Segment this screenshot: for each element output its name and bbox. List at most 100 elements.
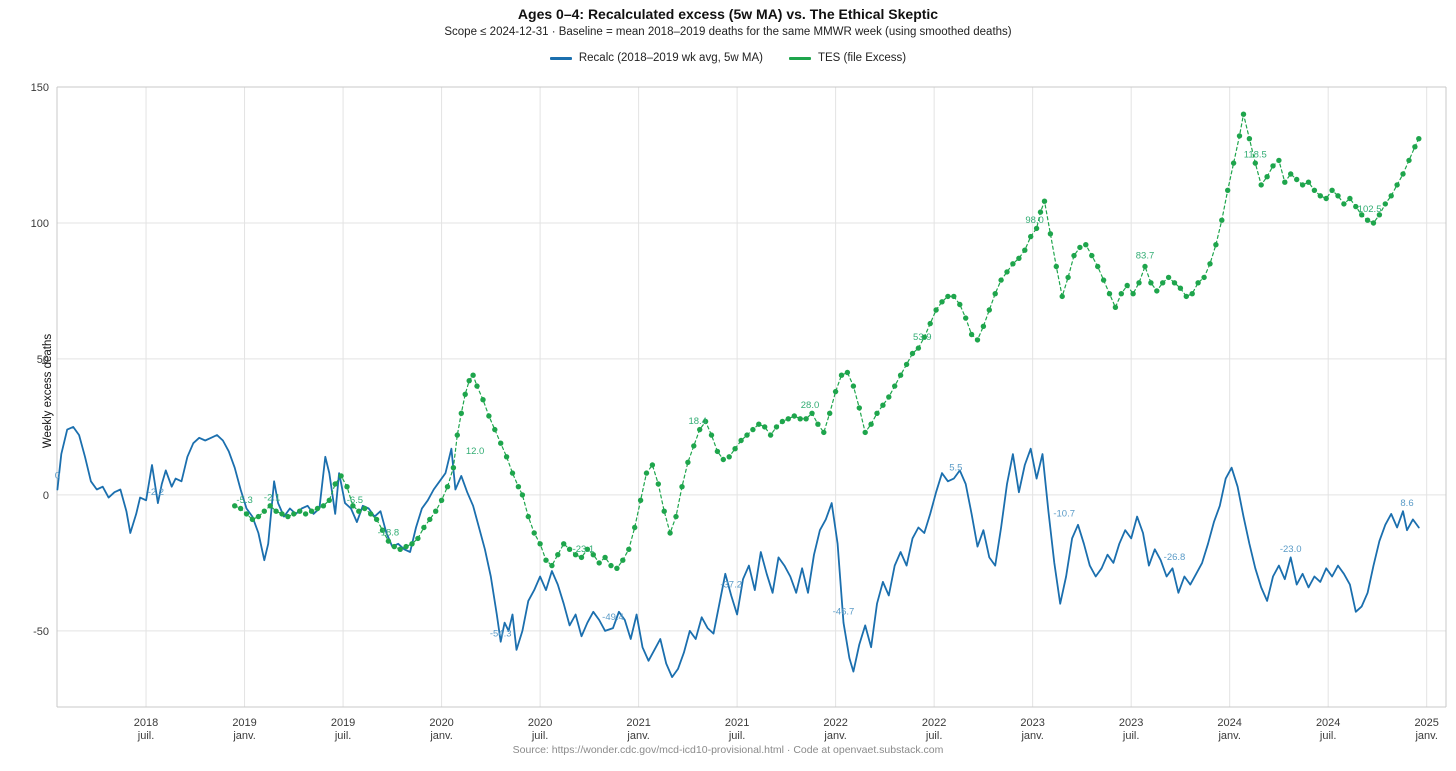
legend-label-recalc: Recalc (2018–2019 wk avg, 5w MA) [578,52,763,64]
tes-point-marker [261,508,267,514]
tes-point-marker [1329,187,1335,193]
tes-point-marker [886,394,892,400]
tes-point-marker [850,383,857,389]
tes-point-marker [1370,220,1377,226]
tes-point-marker [797,416,803,422]
tes-point-marker [1376,212,1383,218]
tes-point-marker [498,440,504,446]
tes-point-marker [732,446,738,452]
tes-point-marker [750,426,756,433]
tes-point-marker [921,334,927,340]
tes-point-marker [661,508,667,514]
tes-point-marker [561,541,567,547]
tes-point-marker [951,293,957,300]
tes-point-marker [480,397,486,403]
tes-point-marker [273,508,279,514]
tes-point-marker [438,497,445,503]
tes-point-marker [649,462,656,468]
recalc-value-label: -26.8 [1164,552,1186,563]
tes-point-marker [458,410,464,416]
y-tick-label: 100 [31,218,49,230]
tes-point-marker [1065,274,1071,281]
tes-point-marker [614,565,620,571]
legend-label-tes: TES (file Excess) [817,52,907,64]
tes-point-marker [679,484,685,490]
recalc-value-label: 8.6 [1400,498,1413,509]
tes-point-marker [385,538,392,544]
tes-point-marker [1028,233,1034,240]
recalc-value-label: 5.5 [949,462,962,473]
tes-point-marker [291,511,297,517]
tes-point-marker [726,454,732,460]
y-tick-label: -50 [33,626,49,638]
tes-point-marker [1347,195,1353,202]
tes-point-marker [279,511,285,517]
tes-point-marker [1171,280,1178,286]
tes-point-marker [409,541,415,547]
tes-point-marker [720,456,726,463]
tes-point-marker [302,511,309,517]
x-tick-month: janv. [1414,730,1437,742]
tes-point-marker [714,448,721,455]
tes-point-marker [927,320,933,327]
tes-point-marker [1037,209,1044,215]
tes-point-marker [297,508,303,514]
tes-point-marker [1100,277,1107,283]
tes-point-marker [454,432,460,438]
tes-point-marker [237,505,244,512]
recalc-value-label: -2.2 [148,487,164,498]
tes-point-marker [1207,261,1213,267]
tes-value-label: -18.8 [378,528,400,539]
tes-point-marker [1382,201,1389,207]
tes-point-marker [1071,252,1077,259]
tes-point-marker [1230,160,1237,166]
tes-point-marker [756,421,762,427]
tes-point-marker [1406,157,1412,164]
tes-point-marker [1077,244,1083,251]
tes-point-marker [1416,136,1422,142]
tes-point-marker [531,530,537,536]
x-tick-year: 2023 [1119,717,1143,729]
tes-value-label: -5.3 [236,495,252,506]
tes-point-marker [1213,242,1219,248]
x-tick-year: 2020 [429,717,453,729]
tes-value-label: -6.5 [347,495,363,506]
tes-point-marker [827,410,833,416]
tes-point-marker [1240,111,1247,117]
tes-point-marker [880,402,886,408]
tes-point-marker [1400,171,1406,177]
recalc-value-label: -49.4 [602,612,624,623]
tes-point-marker [939,299,945,305]
tes-point-marker [957,301,963,308]
tes-point-marker [1294,176,1300,183]
tes-point-marker [1258,182,1264,188]
tes-point-marker [844,369,851,376]
tes-point-marker [486,413,492,419]
tes-point-marker [1335,193,1341,199]
tes-point-marker [332,481,338,487]
tes-point-marker [602,554,608,561]
legend: Recalc (2018–2019 wk avg, 5w MA) TES (fi… [0,52,1456,64]
tes-point-marker [1270,163,1276,169]
tes-point-marker [492,426,498,433]
x-tick-year: 2023 [1020,717,1044,729]
tes-point-marker [462,391,468,397]
tes-value-label: -23.1 [573,544,595,555]
tes-point-marker [803,416,809,422]
tes-point-marker [821,429,827,436]
recalc-value-label: -10.7 [1053,509,1075,520]
tes-point-marker [998,277,1004,283]
tes-point-marker [326,497,332,503]
x-tick-month: janv. [429,730,452,742]
recalc-value-label: -54.3 [490,628,512,639]
tes-point-marker [738,437,744,444]
tes-point-marker [874,410,880,416]
tes-value-label: 28.0 [801,400,820,411]
tes-point-marker [1353,203,1359,210]
tes-point-marker [1189,291,1195,297]
legend-item-recalc: Recalc (2018–2019 wk avg, 5w MA) [549,52,763,64]
tes-point-marker [344,484,350,490]
x-tick-year: 2024 [1217,717,1241,729]
x-tick-month: janv. [1020,730,1043,742]
